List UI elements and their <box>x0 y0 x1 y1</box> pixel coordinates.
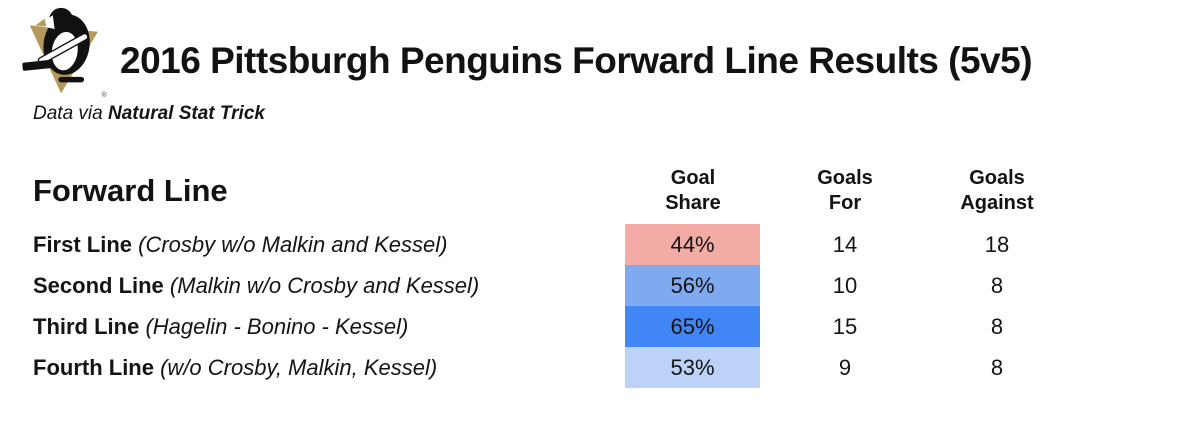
data-source-note: Data via Natural Stat Trick <box>33 102 265 126</box>
goal-share-cell: 56% <box>625 265 760 306</box>
line-name: First Line <box>33 232 133 257</box>
goal-share-cell: 53% <box>625 347 760 388</box>
column-header-goal-share: Goal Share <box>665 167 721 214</box>
row-label-third-line: Third Line (Hagelin - Bonino - Kessel) <box>33 306 408 347</box>
goals-for-cell: 14 <box>832 232 858 257</box>
line-detail: (Malkin w/o Crosby and Kessel) <box>169 273 480 298</box>
goals-against-cell: 8 <box>990 355 1004 380</box>
penguins-logo-icon: ® <box>22 7 108 98</box>
goal-share-cell: 44% <box>625 224 760 265</box>
line-detail: (w/o Crosby, Malkin, Kessel) <box>160 355 438 380</box>
goals-against-cell: 18 <box>984 232 1010 257</box>
goals-for-cell: 15 <box>832 314 858 339</box>
row-label-fourth-line: Fourth Line (w/o Crosby, Malkin, Kessel) <box>33 347 437 388</box>
goals-for-cell: 9 <box>838 355 852 380</box>
svg-text:®: ® <box>102 90 108 98</box>
goals-against-cell: 8 <box>990 273 1004 298</box>
data-source-prefix: Data via <box>33 103 108 124</box>
goals-against-cell: 8 <box>990 314 1004 339</box>
data-source-name: Natural Stat Trick <box>107 103 265 124</box>
line-detail: (Hagelin - Bonino - Kessel) <box>145 314 409 339</box>
goals-for-cell: 10 <box>832 273 858 298</box>
goal-share-cell: 65% <box>625 306 760 347</box>
line-detail: (Crosby w/o Malkin and Kessel) <box>138 232 448 257</box>
column-header-goals-for: Goals For <box>817 167 873 214</box>
line-name: Second Line <box>33 273 164 298</box>
line-name: Third Line <box>33 314 140 339</box>
line-name: Fourth Line <box>33 355 154 380</box>
page-title: 2016 Pittsburgh Penguins Forward Line Re… <box>120 40 1033 81</box>
row-label-second-line: Second Line (Malkin w/o Crosby and Kesse… <box>33 265 479 306</box>
column-header-forward-line: Forward Line <box>33 173 228 208</box>
column-header-goals-against: Goals Against <box>960 167 1034 214</box>
row-label-first-line: First Line (Crosby w/o Malkin and Kessel… <box>33 224 447 265</box>
